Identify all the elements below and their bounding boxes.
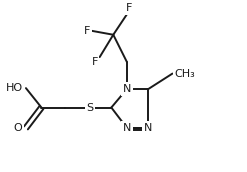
- Text: CH₃: CH₃: [174, 69, 195, 79]
- Text: N: N: [144, 123, 152, 133]
- Text: F: F: [91, 57, 98, 67]
- Text: N: N: [123, 84, 131, 94]
- Text: O: O: [13, 123, 22, 133]
- Text: N: N: [123, 123, 131, 133]
- Text: HO: HO: [6, 83, 23, 93]
- Text: S: S: [86, 103, 94, 112]
- Text: F: F: [126, 3, 132, 13]
- Text: F: F: [84, 26, 90, 36]
